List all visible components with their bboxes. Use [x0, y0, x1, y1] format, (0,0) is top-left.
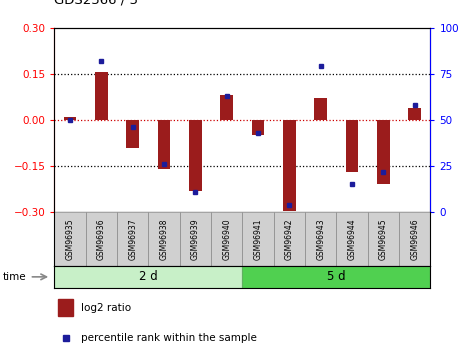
- Text: percentile rank within the sample: percentile rank within the sample: [81, 333, 256, 343]
- Text: GSM96943: GSM96943: [316, 218, 325, 260]
- Bar: [158, 120, 170, 169]
- Bar: [126, 120, 139, 148]
- Bar: [86, 212, 117, 266]
- Text: GSM96946: GSM96946: [410, 218, 419, 260]
- Text: GSM96944: GSM96944: [348, 218, 357, 260]
- Text: GSM96942: GSM96942: [285, 218, 294, 260]
- Text: log2 ratio: log2 ratio: [81, 303, 131, 313]
- Bar: [220, 95, 233, 120]
- Text: 5 d: 5 d: [327, 270, 346, 283]
- Bar: [180, 212, 211, 266]
- Bar: [368, 212, 399, 266]
- Text: 2 d: 2 d: [139, 270, 158, 283]
- Bar: [336, 212, 368, 266]
- Bar: [243, 266, 430, 288]
- Text: GSM96939: GSM96939: [191, 218, 200, 260]
- Bar: [149, 212, 180, 266]
- Text: GSM96935: GSM96935: [66, 218, 75, 260]
- Bar: [346, 120, 359, 172]
- Bar: [252, 120, 264, 135]
- Text: GSM96940: GSM96940: [222, 218, 231, 260]
- Bar: [377, 120, 390, 185]
- Text: GSM96945: GSM96945: [379, 218, 388, 260]
- Bar: [58, 299, 73, 316]
- Text: GSM96936: GSM96936: [97, 218, 106, 260]
- Text: GSM96938: GSM96938: [159, 218, 168, 260]
- Bar: [283, 120, 296, 211]
- Bar: [54, 212, 86, 266]
- Bar: [64, 117, 76, 120]
- Text: time: time: [2, 272, 26, 282]
- Bar: [305, 212, 336, 266]
- Bar: [243, 212, 274, 266]
- Bar: [315, 98, 327, 120]
- Bar: [274, 212, 305, 266]
- Bar: [409, 108, 421, 120]
- Bar: [211, 212, 243, 266]
- Bar: [95, 72, 108, 120]
- Bar: [399, 212, 430, 266]
- Text: GDS2566 / 5: GDS2566 / 5: [54, 0, 139, 7]
- Bar: [54, 266, 243, 288]
- Text: GSM96941: GSM96941: [254, 218, 263, 260]
- Bar: [189, 120, 201, 191]
- Bar: [117, 212, 149, 266]
- Text: GSM96937: GSM96937: [128, 218, 137, 260]
